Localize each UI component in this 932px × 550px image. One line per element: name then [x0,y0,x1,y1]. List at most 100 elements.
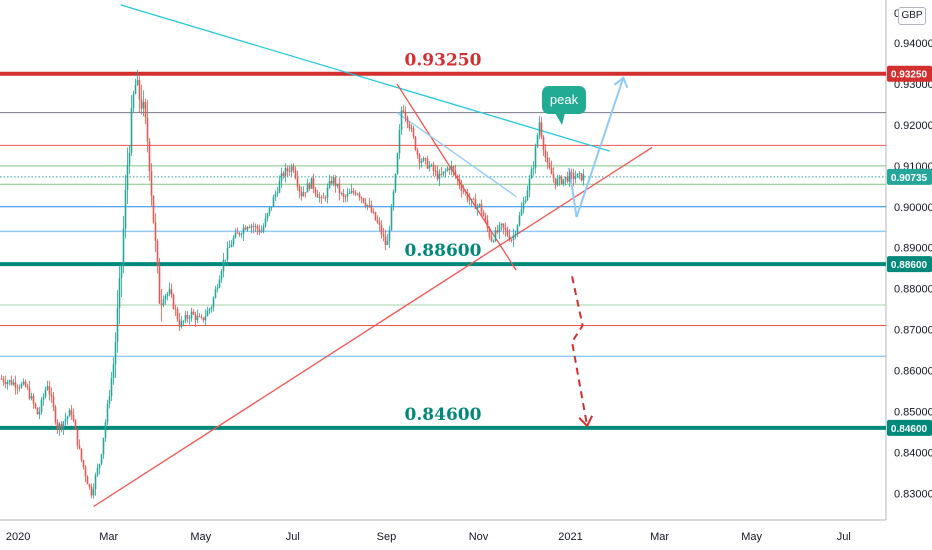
price-tick-label: 0.94000 [894,38,932,50]
candle-body [350,190,353,194]
candle-body [576,173,579,178]
candle-body [432,164,435,171]
candle-body [248,226,251,228]
candle-body [208,308,211,311]
level-annotation-label: 0.93250 [405,51,482,71]
currency-selector[interactable]: GBP [898,7,926,25]
candle-body [88,484,91,487]
candle-body [218,279,221,288]
candle-body [140,99,143,109]
candle-body [494,230,497,241]
candle-body [558,176,561,180]
price-axis-badge [887,419,932,436]
candle-body [280,173,283,182]
price-tick-label: 0.84000 [894,447,932,459]
candle-body [384,236,387,245]
candle-body [266,213,269,219]
candle-body [536,134,539,147]
candle-body [44,389,47,397]
candle-body [374,212,377,220]
candle-body [580,172,583,181]
candle-body [24,381,27,387]
candle-body [56,422,59,429]
candle-body [318,197,321,199]
candle-body [468,199,471,201]
price-tick-label: 0.88000 [894,284,932,296]
candle-body [490,237,493,242]
candle-body [132,94,135,109]
peak-callout-pointer [555,113,565,125]
candle-body [98,464,101,469]
candle-body [236,232,239,234]
candle-body [164,295,167,300]
candle-body [186,315,189,319]
candle-body [78,445,81,449]
candle-body [104,422,107,438]
price-tick-label-partial: 0 [894,8,900,20]
candle-body [418,154,421,163]
candle-body [188,317,191,319]
trendline [120,4,610,152]
candle-body [116,307,119,343]
candle-body [242,227,245,235]
price-axis-badge-label: 0.88600 [891,260,928,271]
candle-body [460,185,463,191]
candle-body [300,191,303,197]
candle-body [454,170,457,176]
candle-body [310,177,313,189]
bearish-arrowhead [578,415,594,428]
candle-body [108,396,111,404]
candle-body [514,233,517,236]
candle-body [200,316,203,318]
candle-body [20,383,23,388]
candle-body [570,172,573,174]
candle-body [166,293,169,296]
candle-body [86,476,89,485]
candle-body [336,183,339,187]
candle-body [574,177,577,180]
candle-body [496,230,499,233]
candle-body [330,181,333,184]
candle-body [510,240,513,241]
candle-body [482,211,485,217]
candle-body [130,108,133,153]
candle-body [358,193,361,198]
candle-body [532,167,535,170]
candle-body [74,420,77,429]
candle-body [232,237,235,245]
candle-body [144,101,147,118]
candle-body [8,380,11,382]
candle-body [282,173,285,176]
candle-body [498,225,501,233]
candle-body [256,226,259,230]
candle-body [304,192,307,194]
candle-body [568,172,571,182]
candle-body [582,174,585,181]
candle-body [276,192,279,194]
candle-body [544,149,547,158]
candle-body [314,188,317,194]
candle-body [506,230,509,236]
candle-body [12,382,15,385]
candle-body [376,219,379,223]
candle-body [382,234,385,237]
candle-body [228,246,231,248]
candle-body [332,177,335,184]
candle-body [334,177,337,187]
candle-body [106,403,109,423]
peak-callout: peak [542,86,586,114]
candle-body [298,186,301,192]
candle-body [28,387,31,399]
candle-body [102,437,105,455]
time-tick-label: Jul [286,531,300,543]
candle-body [456,175,459,180]
candle-body [84,467,87,477]
candle-body [372,212,375,213]
candle-body [436,170,439,180]
candle-body [328,181,331,188]
candle-body [346,193,349,197]
candle-body [114,342,117,365]
price-axis-badge [887,168,932,185]
candle-body [158,265,161,304]
candle-body [306,183,309,193]
